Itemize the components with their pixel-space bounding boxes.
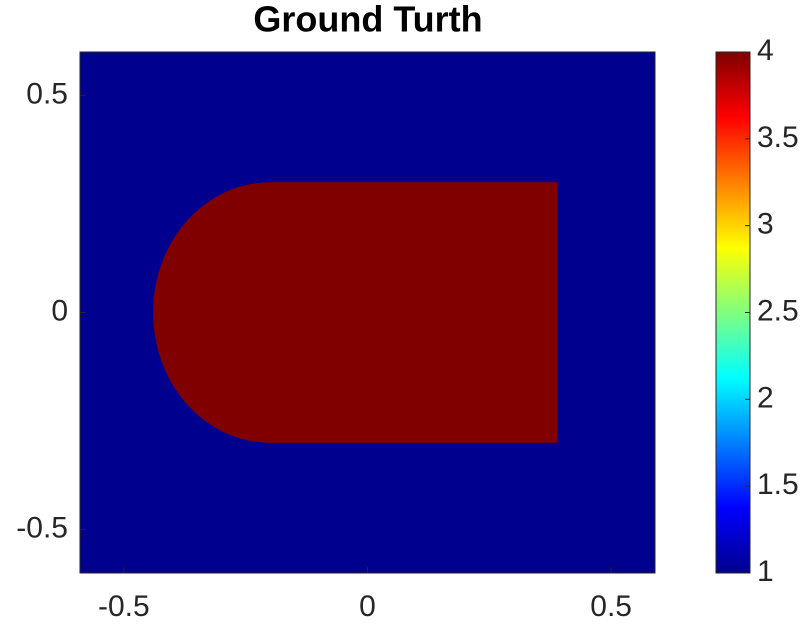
y-tick-label: 0 (51, 294, 68, 327)
colorbar-tick-label: 4 (757, 34, 774, 67)
y-tick-label: -0.5 (16, 512, 68, 545)
chart-title: Ground Turth (253, 0, 482, 40)
colorbar-tick-label: 3.5 (757, 121, 799, 154)
inclusion-region (153, 182, 558, 443)
x-tick-label: 0.5 (590, 590, 632, 623)
colorbar-tick-label: 3 (757, 208, 774, 241)
x-tick-label: 0 (359, 590, 376, 623)
colorbar-tick-label: 2.5 (757, 294, 799, 327)
x-tick-label: -0.5 (98, 590, 150, 623)
colorbar-tick-label: 1.5 (757, 468, 799, 501)
colorbar-tick-label: 1 (757, 555, 774, 588)
colorbar-tick-label: 2 (757, 381, 774, 414)
colorbar (715, 51, 751, 574)
y-tick-label: 0.5 (26, 77, 68, 110)
